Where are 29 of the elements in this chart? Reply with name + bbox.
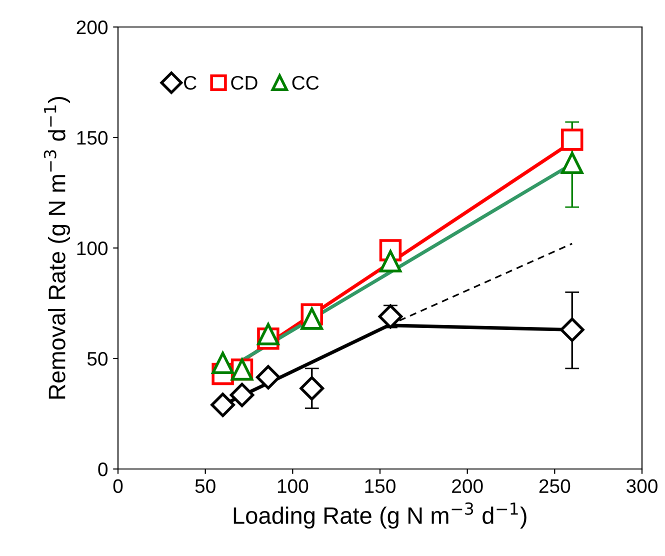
legend-label: CC [292,76,319,90]
x-tick-label: 100 [278,479,308,494]
y-tick-label: 50 [87,352,108,366]
point [210,392,235,418]
point [256,365,280,390]
x-axis-title: Loading Rate (g N m$^{−3}$ d$^{−1}$) [234,502,526,529]
x-tick-label: 50 [195,479,216,494]
y-tick-label: 200 [76,20,108,34]
point [561,128,584,151]
y-tick-label: 100 [77,241,108,256]
point [300,308,323,330]
point [379,250,402,272]
y-tick-label: 150 [77,130,108,145]
point [257,323,280,346]
legend-label: CD [231,76,258,90]
y-tick-label: 0 [98,462,108,476]
point [230,382,254,408]
point [212,352,234,374]
point [300,376,324,401]
point [378,304,403,329]
x-tick-label: 250 [539,479,570,494]
x-tick-label: 0 [113,479,123,494]
y-axis-title: Removal Rate (g N m$^{−3}$ d$^{−1}$) [44,96,70,399]
x-tick-label: 300 [626,479,658,494]
legend-label: C [184,76,196,90]
point [560,318,584,342]
x-tick-label: 150 [365,479,396,494]
point [561,152,584,174]
x-tick-label: 200 [452,479,483,494]
